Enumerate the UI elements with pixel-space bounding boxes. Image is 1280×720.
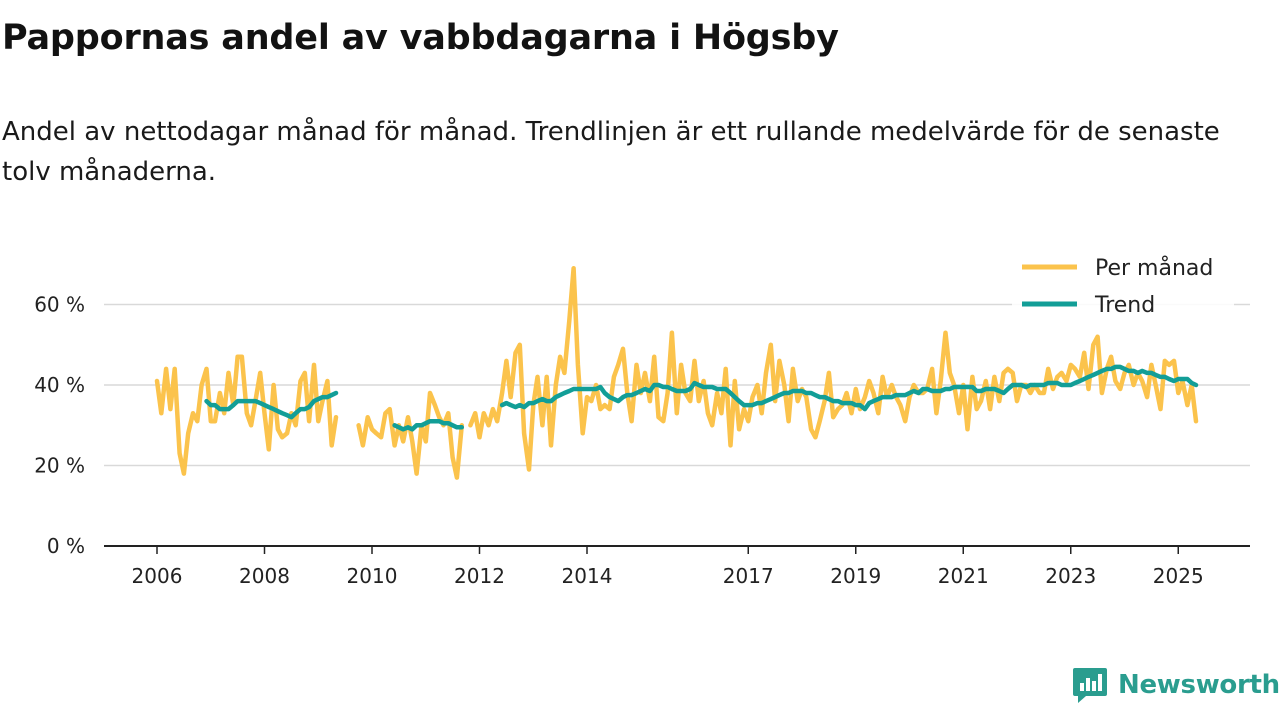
- x-tick-label: 2017: [723, 564, 774, 588]
- axes: 0 % 20 % 40 % 60 % 2006 2008 2010 2012 2014 2017 2…: [34, 293, 1250, 588]
- x-tick-label: 2008: [239, 564, 290, 588]
- series-layer: [154, 266, 1199, 480]
- legend-trend-label: Trend: [1094, 293, 1155, 318]
- y-tick-label: 0 %: [47, 534, 85, 558]
- y-tick-label: 20 %: [34, 454, 85, 478]
- chart-subtitle: Andel av nettodagar månad för månad. Tre…: [2, 117, 1220, 187]
- newsworthy-logo-icon: [1073, 668, 1107, 703]
- y-tick-label: 60 %: [34, 293, 85, 317]
- series-trend-line: [499, 364, 1199, 412]
- x-tick-label: 2021: [938, 564, 989, 588]
- chart-title: Pappornas andel av vabbdagarna i Högsby: [2, 18, 839, 58]
- legend-per-manad-label: Per månad: [1095, 255, 1213, 281]
- x-tick-label: 2012: [454, 564, 505, 588]
- newsworthy-logo: Newsworthy: [1072, 666, 1280, 704]
- series-per-manad-line: [468, 266, 1199, 472]
- x-tick-label: 2025: [1153, 564, 1204, 588]
- series-per-manad-line: [154, 354, 339, 476]
- series-trend-line: [392, 418, 465, 432]
- series-trend-line: [204, 390, 339, 420]
- x-tick-label: 2014: [562, 564, 613, 588]
- x-tick-label: 2023: [1045, 564, 1096, 588]
- x-tick-label: 2006: [132, 564, 183, 588]
- x-tick-label: 2019: [830, 564, 881, 588]
- legend: Per månad Trend: [1012, 252, 1234, 322]
- brand-name: Newsworthy: [1118, 670, 1280, 700]
- y-tick-label: 40 %: [34, 373, 85, 397]
- x-tick-label: 2010: [347, 564, 398, 588]
